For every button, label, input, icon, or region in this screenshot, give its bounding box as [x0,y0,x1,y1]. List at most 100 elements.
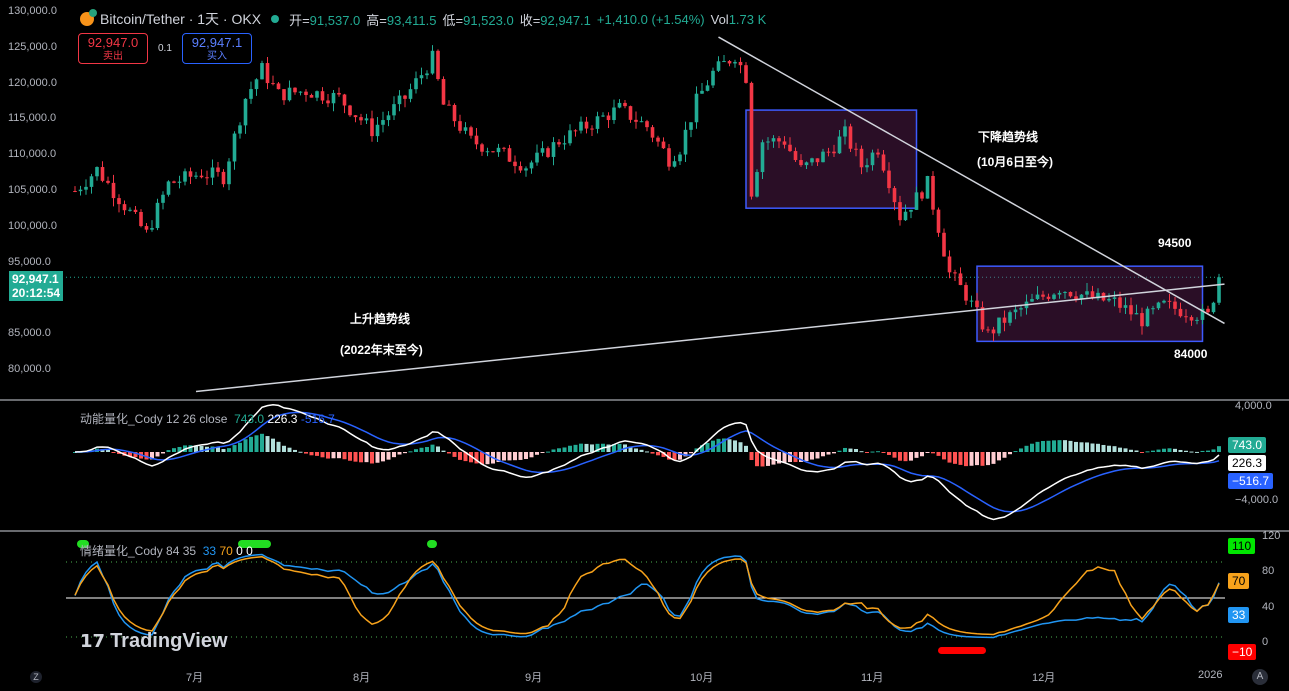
sentiment-blue-line [74,553,1220,639]
macd-histogram-bar [650,452,655,454]
macd-signal-line [75,411,1220,513]
macd-histogram-bar [656,452,660,456]
macd-histogram-bar [810,452,814,460]
candle-body [804,162,809,166]
buy-label: 买入 [207,51,227,62]
candle-body [793,151,798,161]
price-axis-label: 110,000.0 [8,148,57,161]
symbol-header: Bitcoin/Tether · 1天 · OKX 开=91,537.0 高=9… [80,9,766,29]
candle-body [573,130,578,132]
price-axis-label: 105,000.0 [8,184,57,196]
signal-dot-green [427,540,437,548]
macd-histogram-bar [887,452,891,455]
macd-histogram-bar [100,449,105,452]
macd-histogram-bar [326,452,330,459]
candle-body [287,87,292,101]
candle-body [1019,308,1023,310]
macd-histogram-bar [298,451,303,453]
macd-legend[interactable]: 动能量化_Cody 12 26 close 743.0 226.3 -516.7 [80,410,335,427]
candle-body [1074,296,1078,300]
candle-body [722,61,726,63]
macd-histogram-bar [931,452,935,454]
candle-body [1211,302,1216,313]
candle-body [320,91,325,101]
signal-bar-red [938,647,986,654]
macd-histogram-bar [1035,441,1040,452]
sentiment-v3: 0 [236,544,243,558]
candle-body [89,176,94,187]
candle-body [1068,291,1073,297]
macd-histogram-bar [986,452,990,466]
candle-body [122,204,127,211]
time-axis-label: 7月 [186,672,204,684]
macd-histogram-bar [1206,450,1210,452]
candle-body [282,89,286,101]
macd-histogram-bar [133,452,138,458]
candle-body [540,148,545,153]
candle-body [711,70,715,86]
macd-histogram-bar [166,450,171,452]
macd-histogram-bar [161,452,165,454]
candle-body [100,167,105,181]
candle-body [1085,291,1089,295]
candle-body [254,79,259,90]
candle-body [353,115,358,118]
candle-body [227,161,231,185]
macd-histogram-bar [909,452,913,461]
macd-histogram-bar [1184,450,1188,452]
macd-histogram-bar [425,447,429,452]
sentiment-blue-tag: 33 [1228,607,1250,623]
tradingview-logo[interactable]: 𝟭𝟳 TradingView [80,630,228,653]
sentiment-orange-tag: 70 [1228,573,1250,589]
macd-histogram-bar [353,452,358,462]
candle-body [903,211,908,221]
sentiment-legend[interactable]: 情绪量化_Cody 84 35 33 70 0 0 [80,542,253,559]
time-axis-label: 12月 [1032,672,1056,684]
candle-body [568,130,572,144]
macd-histogram-bar [188,445,193,452]
candle-body [1002,317,1007,323]
candle-body [760,142,765,173]
macd-histogram-bar [551,449,556,452]
candle-body [766,141,770,143]
macd-histogram-bar [419,447,424,452]
macd-histogram-bar [716,438,721,452]
candle-body [392,104,396,116]
symbol-title[interactable]: Bitcoin/Tether · 1天 · OKX [100,11,262,27]
candle-body [205,177,209,179]
macd-line [74,404,1220,521]
macd-title: 动能量化_Cody 12 26 close [80,412,228,426]
macd-histogram-bar [628,446,633,452]
auto-scale-button[interactable]: A [1252,669,1268,685]
candle-body [914,192,919,210]
macd-histogram-bar [1162,448,1166,452]
candle-body [799,160,803,166]
candle-body [1035,294,1040,300]
candle-body [1145,308,1150,327]
timezone-button[interactable]: Z [30,671,42,683]
macd-histogram-bar [645,451,649,453]
candle-body [447,104,451,106]
candle-body [452,105,457,122]
candle-body [782,141,787,145]
sentiment-axis-0: 0 [1262,636,1269,648]
macd-histogram-bar [914,452,919,458]
macd-histogram-bar [865,452,869,453]
candle-body [887,170,891,189]
macd-histogram-bar [1173,448,1177,452]
buy-button[interactable]: 92,947.1 买入 [182,33,252,64]
macd-histogram-bar [799,452,803,462]
macd-histogram-bar [507,452,512,461]
macd-histogram-bar [496,452,501,463]
macd-histogram-bar [535,452,539,455]
candle-body [106,180,110,183]
candle-body [843,126,847,137]
macd-histogram-bar [898,452,902,461]
macd-histogram-bar [1118,447,1122,452]
macd-histogram-bar [469,452,473,463]
candle-body [859,148,864,168]
sell-button[interactable]: 92,947.0 卖出 [78,33,148,64]
bar-countdown: 20:12:54 [12,286,61,300]
candle-body [1041,294,1045,297]
